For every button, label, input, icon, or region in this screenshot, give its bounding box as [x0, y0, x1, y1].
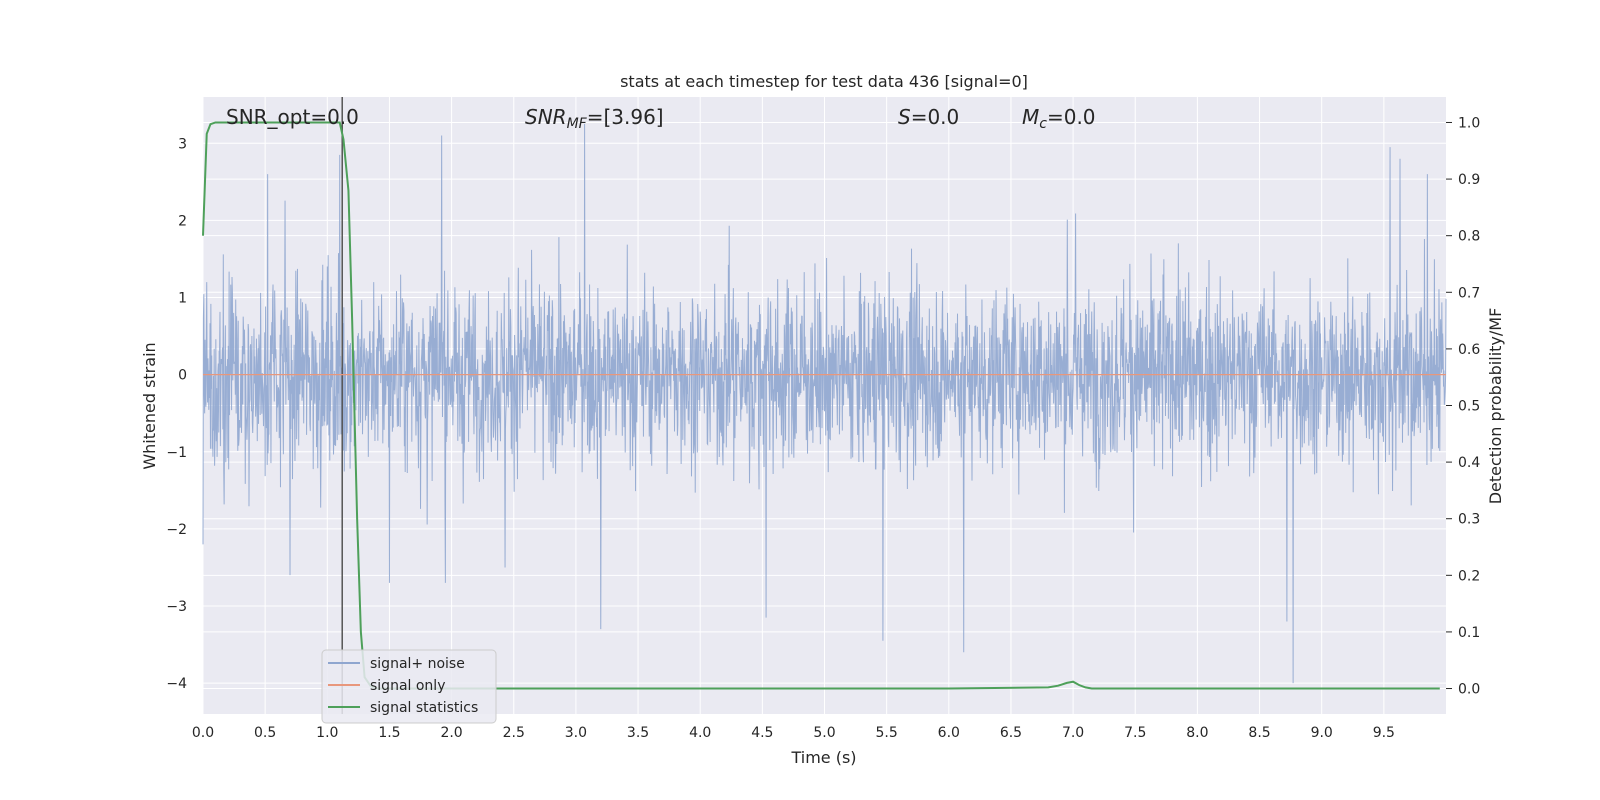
legend-box	[321, 649, 497, 724]
y2-tick-label: 0.5	[1458, 399, 1480, 415]
x-tick-label: 3.0	[565, 725, 587, 741]
annotation-snr-opt: SNR_opt=0.0	[226, 105, 359, 129]
y-tick-label: 2	[178, 213, 187, 229]
grid	[202, 97, 1446, 714]
y2-tick-label: 0.9	[1458, 172, 1480, 188]
chart-title: stats at each timestep for test data 436…	[620, 72, 1028, 91]
x-tick-label: 4.0	[689, 725, 711, 741]
x-tick-label: 9.5	[1373, 725, 1395, 741]
y2-tick-label: 0.0	[1458, 682, 1480, 698]
y2-tick-label: 1.0	[1458, 115, 1480, 131]
x-tick-label: 5.0	[813, 725, 835, 741]
x-tick-label: 4.5	[751, 725, 773, 741]
y2-tick-label: 0.7	[1458, 285, 1480, 301]
signal-noise-series	[202, 123, 1447, 684]
x-tick-label: 2.0	[440, 725, 462, 741]
x-axis-label: Time (s)	[790, 748, 856, 767]
y-axis-label: Whitened strain	[140, 342, 159, 469]
y-tick-label: 1	[178, 291, 187, 307]
y2-tick-label: 0.6	[1458, 342, 1480, 358]
x-tick-label: 8.5	[1248, 725, 1270, 741]
x-tick-label: 9.0	[1311, 725, 1333, 741]
annotation-mc: Mc=0.0	[1022, 105, 1096, 132]
x-tick-label: 1.5	[378, 725, 400, 741]
legend-label-signal-noise: signal+ noise	[370, 656, 465, 672]
y-tick-label: 3	[178, 136, 187, 152]
y2-tick-label: 0.8	[1458, 229, 1480, 245]
x-tick-label: 6.0	[938, 725, 960, 741]
legend-label-signal-statistics: signal statistics	[370, 700, 478, 716]
x-tick-label: 2.5	[503, 725, 525, 741]
y2-axis-label: Detection probability/MF	[1486, 308, 1505, 505]
y2-tick-label: 0.2	[1458, 568, 1480, 584]
x-tick-label: 6.5	[1000, 725, 1022, 741]
legend-label-signal-only: signal only	[370, 678, 445, 694]
x-tick-label: 0.5	[254, 725, 276, 741]
x-tick-labels: 0.0 0.5 1.0 1.5 2.0 2.5 3.0 3.5 4.0 4.5 5.0 5.5 6.0 6…	[192, 725, 1395, 741]
y2-tick-label: 0.4	[1458, 455, 1480, 471]
signal-noise-trace	[202, 123, 1447, 684]
y-tick-label: 0	[178, 368, 187, 384]
x-tick-label: 0.0	[192, 725, 214, 741]
x-tick-label: 1.0	[316, 725, 338, 741]
x-tick-label: 5.5	[876, 725, 898, 741]
y-tick-label: −4	[166, 676, 187, 692]
x-tick-label: 7.0	[1062, 725, 1084, 741]
x-tick-label: 7.5	[1124, 725, 1146, 741]
annotation-snr-mf: SNRMF=[3.96]	[525, 105, 664, 132]
annotation-s: S=0.0	[898, 105, 959, 129]
y2-tick-label: 0.3	[1458, 512, 1480, 528]
x-tick-label: 8.0	[1186, 725, 1208, 741]
y-tick-label: −2	[166, 522, 187, 538]
x-tick-label: 3.5	[627, 725, 649, 741]
y-tick-label: −1	[166, 445, 187, 461]
y-tick-label: −3	[166, 599, 187, 615]
y-tick-labels: 3 2 1 0 −1 −2 −3 −4	[166, 136, 187, 692]
legend: signal+ noise signal only signal statist…	[321, 649, 497, 724]
y2-tick-labels: 1.0 0.9 0.8 0.7 0.6 0.5 0.4 0.3 0.2 0.1 0.0	[1446, 115, 1480, 698]
y2-tick-label: 0.1	[1458, 625, 1480, 641]
